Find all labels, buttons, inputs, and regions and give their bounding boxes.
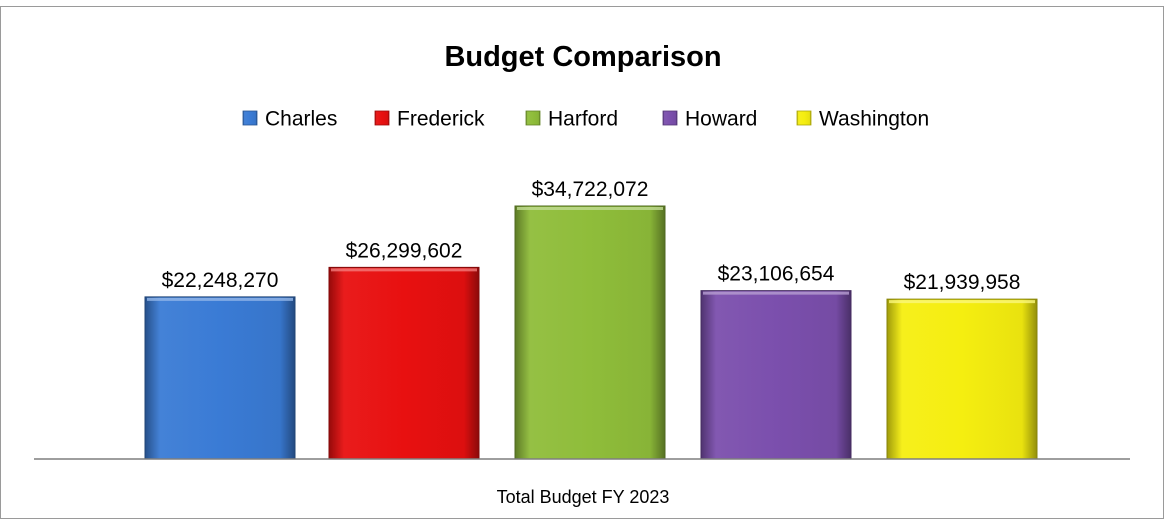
data-label-harford: $34,722,072 xyxy=(532,178,649,201)
legend-swatch-charles xyxy=(242,110,258,126)
chart-title: Budget Comparison xyxy=(444,41,721,73)
legend-swatch-washington xyxy=(796,110,812,126)
bar-group-washington: $21,939,958 xyxy=(886,271,1038,460)
data-label-frederick: $26,299,602 xyxy=(346,239,463,262)
legend-label-frederick: Frederick xyxy=(397,108,485,131)
legend-label-charles: Charles xyxy=(265,108,337,131)
legend-swatch-harford xyxy=(525,110,541,126)
legend-item-howard: Howard xyxy=(662,108,757,131)
bar-bevel-frederick xyxy=(331,268,477,272)
data-label-howard: $23,106,654 xyxy=(718,263,835,286)
bar-frederick xyxy=(328,266,480,460)
legend: Charles Frederick Harford Howard Washington xyxy=(242,108,929,131)
legend-label-washington: Washington xyxy=(819,108,929,131)
bars-group: $22,248,270 $26,299,602 $34,722,072 $23,106… xyxy=(144,178,1038,460)
x-axis-title: Total Budget FY 2023 xyxy=(497,487,670,507)
bar-group-frederick: $26,299,602 xyxy=(328,239,480,460)
legend-item-frederick: Frederick xyxy=(374,108,485,131)
legend-label-harford: Harford xyxy=(548,108,618,131)
bar-group-howard: $23,106,654 xyxy=(700,263,852,460)
bar-harford xyxy=(514,205,666,460)
bar-howard xyxy=(700,290,852,460)
data-label-washington: $21,939,958 xyxy=(904,271,1021,294)
legend-item-harford: Harford xyxy=(525,108,618,131)
data-label-charles: $22,248,270 xyxy=(162,269,279,292)
bar-bevel-washington xyxy=(889,300,1035,304)
legend-label-howard: Howard xyxy=(685,108,757,131)
bar-group-harford: $34,722,072 xyxy=(514,178,666,460)
bar-charles xyxy=(144,296,296,460)
bar-bevel-harford xyxy=(517,207,663,210)
legend-item-charles: Charles xyxy=(242,108,337,131)
bar-bevel-charles xyxy=(147,297,293,301)
bar-washington xyxy=(886,298,1038,460)
legend-item-washington: Washington xyxy=(796,108,929,131)
bar-bevel-howard xyxy=(703,291,849,295)
legend-swatch-howard xyxy=(662,110,678,126)
legend-swatch-frederick xyxy=(374,110,390,126)
bar-group-charles: $22,248,270 xyxy=(144,269,296,460)
